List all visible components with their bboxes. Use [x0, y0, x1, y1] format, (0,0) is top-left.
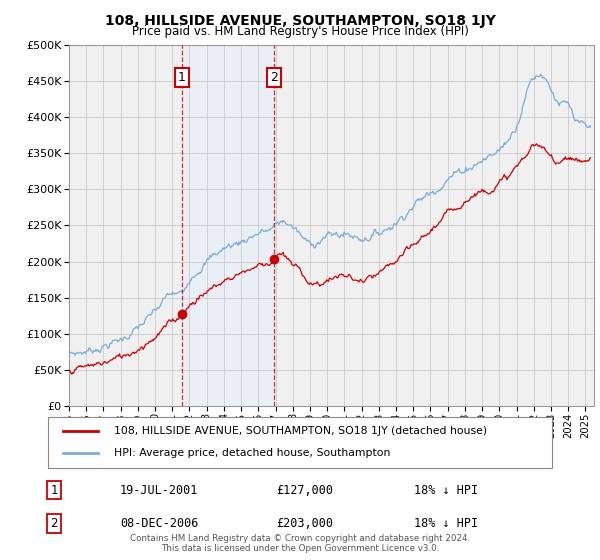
Text: 108, HILLSIDE AVENUE, SOUTHAMPTON, SO18 1JY (detached house): 108, HILLSIDE AVENUE, SOUTHAMPTON, SO18 …	[113, 426, 487, 436]
FancyBboxPatch shape	[48, 417, 552, 468]
Text: 1: 1	[178, 71, 185, 84]
Text: HPI: Average price, detached house, Southampton: HPI: Average price, detached house, Sout…	[113, 449, 390, 459]
Text: £127,000: £127,000	[276, 483, 333, 497]
Text: 19-JUL-2001: 19-JUL-2001	[120, 483, 199, 497]
Text: 1: 1	[50, 483, 58, 497]
Text: £203,000: £203,000	[276, 517, 333, 530]
Bar	[182, 45, 274, 406]
Text: Contains HM Land Registry data © Crown copyright and database right 2024.
This d: Contains HM Land Registry data © Crown c…	[130, 534, 470, 553]
Text: Price paid vs. HM Land Registry's House Price Index (HPI): Price paid vs. HM Land Registry's House …	[131, 25, 469, 38]
Text: 2: 2	[50, 517, 58, 530]
Text: 108, HILLSIDE AVENUE, SOUTHAMPTON, SO18 1JY: 108, HILLSIDE AVENUE, SOUTHAMPTON, SO18 …	[104, 14, 496, 28]
Text: 18% ↓ HPI: 18% ↓ HPI	[414, 517, 478, 530]
Text: 2: 2	[271, 71, 278, 84]
Text: 18% ↓ HPI: 18% ↓ HPI	[414, 483, 478, 497]
Text: 08-DEC-2006: 08-DEC-2006	[120, 517, 199, 530]
